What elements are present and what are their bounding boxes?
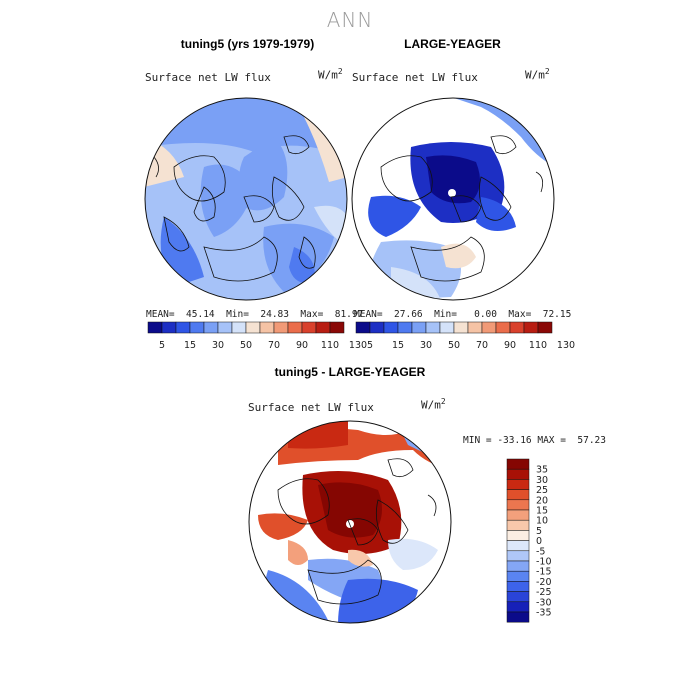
panel-3-colorbar-swatch: [506, 581, 530, 592]
panel-2-colorbar-swatch: [439, 321, 455, 334]
panel-1-colorbar-tick-label: 90: [296, 340, 308, 351]
panel-1-colorbar-tick-label: 5: [159, 340, 165, 351]
panel-3-colorbar-swatch: [506, 540, 530, 552]
panel-1-colorbar-tick-label: 50: [240, 340, 252, 351]
panel-2-colorbar-swatch: [509, 321, 525, 334]
panel-2-colorbar-tick-label: 110: [529, 340, 547, 351]
panel-2-stats: MEAN= 27.66 Min= 0.00 Max= 72.15: [354, 309, 572, 320]
figure-title: ANN: [326, 8, 374, 32]
panel-3-colorbar-swatch: [506, 601, 530, 613]
panel-3-stats: MIN = -33.16 MAX = 57.23: [463, 435, 606, 446]
panel-1-colorbar-tick-label: 15: [184, 340, 196, 351]
panel-2-colorbar-tick-label: 50: [448, 340, 460, 351]
panel-2-colorbar-swatch: [537, 321, 553, 334]
panel-1-colorbar-swatch: [231, 321, 247, 334]
panel-3-colorbar-swatch: [506, 519, 530, 531]
panel-3-colorbar-tick-label: 25: [536, 485, 548, 496]
panel-3-colorbar-tick-label: 10: [536, 516, 548, 527]
panel-1-colorbar: 5 15 30 50 70 90 110 130: [147, 321, 367, 351]
panel-3-colorbar-swatch: [506, 458, 530, 470]
panel-2-colorbar-tick-label: 30: [420, 340, 432, 351]
panel-2-colorbar-tick-label: 90: [504, 340, 516, 351]
panel-3-colorbar-swatch: [506, 570, 530, 582]
panel-3-colorbar-tick-label: 15: [536, 506, 548, 517]
panel-1-colorbar-tick-label: 130: [349, 340, 367, 351]
panel-2-colorbar-tick-label: 70: [476, 340, 488, 351]
panel-2-colorbar-swatch: [411, 321, 427, 334]
panel-1-colorbar-swatch: [315, 321, 331, 334]
panel-2-coastlines: [380, 135, 544, 282]
panel-2-colorbar-swatch: [355, 321, 371, 334]
panel-1-colorbar-swatch: [161, 321, 177, 334]
panel-3-map: [248, 420, 452, 624]
panel-1-colorbar-tick-label: 110: [321, 340, 339, 351]
panel-3-colorbar-swatch: [506, 509, 530, 521]
panel-3-colorbar-tick-label: -25: [536, 587, 552, 598]
panel-2-colorbar-swatch: [397, 321, 413, 334]
panel-1-colorbar-swatch: [273, 321, 289, 334]
panel-1-plot-label: Surface net LW flux: [145, 71, 271, 84]
panel-2-colorbar-swatch: [467, 321, 483, 334]
panel-2-colorbar-swatch: [425, 321, 441, 334]
panel-1-colorbar-swatch: [301, 321, 317, 334]
panel-3-colorbar-swatch: [506, 479, 530, 490]
panel-3-colorbar-tick-label: -35: [536, 608, 552, 619]
panel-3-colorbar-tick-label: -10: [536, 557, 552, 568]
panel-1-colorbar-swatch: [147, 321, 163, 334]
panel-3-colorbar-tick-label: -15: [536, 567, 552, 578]
panel-1-colorbar-swatch: [329, 321, 345, 334]
panel-2-colorbar-swatch: [481, 321, 497, 334]
panel-2-colorbar-swatch: [495, 321, 511, 334]
panel-2-colorbar-tick-label: 5: [367, 340, 373, 351]
panel-1-title: tuning5 (yrs 1979-1979): [180, 37, 315, 51]
panel-2-colorbar-swatch: [369, 321, 385, 334]
panel-3-coastlines: [277, 458, 437, 605]
panel-3-colorbar-swatch: [506, 468, 530, 480]
panel-3-colorbar-swatch: [506, 560, 530, 572]
panel-1-colorbar-tick-label: 30: [212, 340, 224, 351]
panel-1-coastlines: [153, 135, 316, 282]
panel-3-colorbar-tick-label: -30: [536, 597, 552, 608]
panel-3-colorbar-swatch: [506, 591, 530, 603]
panel-1-colorbar-swatch: [175, 321, 191, 334]
panel-1-units: W/m2: [318, 67, 343, 82]
panel-3-units: W/m2: [421, 397, 446, 412]
panel-1-map: [144, 97, 348, 301]
panel-2-colorbar: 5 15 30 50 70 90 110 130: [355, 321, 575, 351]
panel-2-colorbar-swatch: [383, 321, 399, 334]
panel-2-title: LARGE-YEAGER: [404, 37, 501, 51]
panel-1-colorbar-swatch: [189, 321, 205, 334]
panel-3-colorbar-swatch: [506, 530, 530, 541]
panel-3-plot-label: Surface net LW flux: [248, 401, 374, 414]
panel-3-colorbar-tick-label: 35: [536, 465, 548, 476]
panel-1-stats: MEAN= 45.14 Min= 24.83 Max= 81.97: [146, 309, 364, 320]
panel-1-colorbar-tick-label: 70: [268, 340, 280, 351]
panel-3-colorbar-tick-label: 0: [536, 536, 542, 547]
panel-1-colorbar-swatch: [217, 321, 233, 334]
panel-3-colorbar-swatch: [506, 489, 530, 501]
panel-3-colorbar-swatch: [506, 499, 530, 511]
panel-3-colorbar-tick-label: 5: [536, 526, 542, 537]
panel-2-colorbar-tick-label: 130: [557, 340, 575, 351]
panel-2-colorbar-swatch: [523, 321, 539, 334]
panel-3-colorbar-swatch: [506, 550, 530, 562]
panel-2-colorbar-tick-label: 15: [392, 340, 404, 351]
panel-3-colorbar-swatch: [506, 611, 530, 623]
panel-2-units: W/m2: [525, 67, 550, 82]
panel-3-title: tuning5 - LARGE-YEAGER: [274, 365, 426, 379]
panel-2-colorbar-swatch: [453, 321, 469, 334]
panel-1-colorbar-swatch: [259, 321, 275, 334]
panel-2-plot-label: Surface net LW flux: [352, 71, 478, 84]
panel-2-map: [351, 97, 555, 301]
panel-3-colorbar-tick-label: -5: [536, 546, 545, 557]
panel-3-colorbar-tick-label: -20: [536, 577, 552, 588]
panel-3-colorbar-tick-label: 20: [536, 495, 548, 506]
panel-1-colorbar-swatch: [203, 321, 219, 334]
panel-1-colorbar-swatch: [245, 321, 261, 334]
panel-1-colorbar-swatch: [287, 321, 303, 334]
panel-3-colorbar-tick-label: 30: [536, 475, 548, 486]
